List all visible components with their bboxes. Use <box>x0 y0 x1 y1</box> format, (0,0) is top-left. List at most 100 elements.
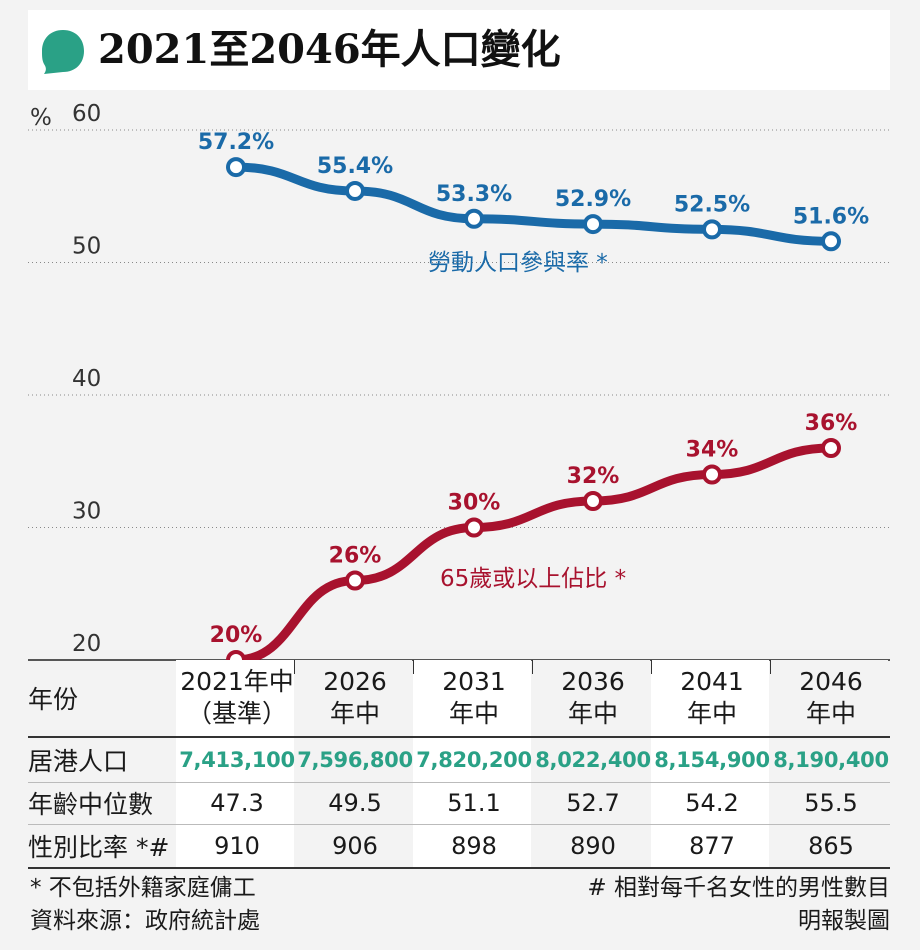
year-line-2: 年中 <box>686 699 737 728</box>
data-label-elderly: 20% <box>210 623 263 648</box>
population-cell: 8,154,900 <box>654 748 770 772</box>
table-row-population: 居港人口 7,413,100 7,596,800 7,820,200 8,022,40… <box>28 738 890 782</box>
year-tick <box>770 660 771 674</box>
median-age-cell: 52.7 <box>566 789 620 817</box>
median-age-cell: 51.1 <box>447 789 501 817</box>
sex-ratio-cell: 890 <box>570 832 616 860</box>
table-column-bg <box>294 660 412 867</box>
year-cell: 2041 年中 <box>653 660 771 736</box>
data-label-elderly: 30% <box>448 491 501 516</box>
year-line-2: 年中 <box>329 699 380 728</box>
year-tick <box>651 660 652 674</box>
title-box: 2021至2046年人口變化 <box>28 10 890 90</box>
data-label-elderly: 26% <box>329 544 382 569</box>
table-column-bg <box>413 660 531 867</box>
sex-ratio-header-label: 性別比率 *# <box>28 833 170 862</box>
year-line-2: 年中 <box>448 699 499 728</box>
year-line-1: 2021年中 <box>180 667 294 696</box>
table-row-years: 年份 2021年中 （基準） 2026 年中 2031 年中 2036 年中 2041 年中 204… <box>28 660 890 736</box>
data-point-labor <box>702 219 722 240</box>
y-tick-label: 20 <box>72 631 101 657</box>
year-cell: 2026 年中 <box>296 660 414 736</box>
sex-ratio-cell: 877 <box>689 832 735 860</box>
data-label-elderly: 32% <box>567 464 620 489</box>
table-column-bg <box>176 660 294 867</box>
year-cell: 2036 年中 <box>534 660 652 736</box>
year-header-label: 年份 <box>28 685 79 714</box>
year-line-1: 2031 <box>442 667 506 696</box>
population-header-label: 居港人口 <box>28 747 129 776</box>
data-point-labor <box>583 214 603 235</box>
table-divider <box>28 782 890 783</box>
population-cell: 8,190,400 <box>773 748 889 772</box>
data-label-elderly: 36% <box>805 411 858 436</box>
data-label-labor: 52.5% <box>674 192 750 217</box>
year-line-1: 2046 <box>799 667 863 696</box>
table-divider <box>28 824 890 825</box>
median-age-cell: 55.5 <box>804 789 858 817</box>
data-label-labor: 51.6% <box>793 204 869 229</box>
data-label-labor: 53.3% <box>436 182 512 207</box>
year-line-1: 2041 <box>680 667 744 696</box>
median-age-cell: 47.3 <box>210 789 264 817</box>
year-tick <box>532 660 533 674</box>
credit-note: 明報製圖 <box>798 908 890 934</box>
year-line-2: 年中 <box>805 699 856 728</box>
data-label-labor: 57.2% <box>198 130 274 155</box>
y-tick-label: 30 <box>72 499 101 525</box>
data-point-elderly <box>464 517 484 538</box>
data-label-labor: 52.9% <box>555 187 631 212</box>
y-tick-label: 60 <box>72 101 101 127</box>
speech-bubble-icon <box>42 30 84 74</box>
y-unit-label: % <box>30 105 52 131</box>
data-point-labor <box>821 231 841 252</box>
y-tick-label: 40 <box>72 366 101 392</box>
footnote-hash: # 相對每千名女性的男性數目 <box>587 875 890 901</box>
year-cell: 2046 年中 <box>772 660 890 736</box>
median-age-header-label: 年齡中位數 <box>28 790 154 819</box>
table-divider <box>28 867 890 869</box>
year-line-1: 2026 <box>323 667 387 696</box>
year-tick <box>413 660 414 674</box>
population-cell: 8,022,400 <box>535 748 651 772</box>
year-cell: 2031 年中 <box>415 660 533 736</box>
series-line-elderly <box>231 443 836 665</box>
series-label-labor: 勞動人口參與率 * <box>428 250 608 276</box>
table-divider <box>28 736 890 738</box>
data-point-labor <box>226 157 246 178</box>
table-row-sex-ratio: 性別比率 *# 910 906 898 890 877 865 <box>28 826 890 866</box>
y-tick-label: 50 <box>72 234 101 260</box>
median-age-cell: 54.2 <box>685 789 739 817</box>
table-column-bg <box>532 660 650 867</box>
data-label-labor: 55.4% <box>317 154 393 179</box>
population-cell: 7,820,200 <box>416 748 532 772</box>
footnote-star: * 不包括外籍家庭傭工 <box>30 875 256 901</box>
data-label-elderly: 34% <box>686 438 739 463</box>
median-age-cell: 49.5 <box>328 789 382 817</box>
table-row-median-age: 年齡中位數 47.3 49.5 51.1 52.7 54.2 55.5 <box>28 783 890 823</box>
series-label-elderly: 65歲或以上佔比 * <box>440 566 626 592</box>
population-cell: 7,596,800 <box>297 748 413 772</box>
data-point-elderly <box>345 570 365 591</box>
data-point-elderly <box>702 464 722 485</box>
data-point-labor <box>464 208 484 229</box>
year-line-1: 2036 <box>561 667 625 696</box>
year-tick <box>294 660 295 674</box>
sex-ratio-cell: 898 <box>451 832 497 860</box>
year-line-2: （基準） <box>186 699 287 728</box>
series-line-labor <box>231 162 836 246</box>
sex-ratio-cell: 906 <box>332 832 378 860</box>
page-title: 2021至2046年人口變化 <box>98 26 561 73</box>
table-column-bg <box>770 660 888 867</box>
population-cell: 7,413,100 <box>179 748 295 772</box>
sex-ratio-cell: 865 <box>808 832 854 860</box>
year-line-2: 年中 <box>567 699 618 728</box>
data-point-elderly <box>821 438 841 458</box>
table-column-bg <box>651 660 769 867</box>
data-point-elderly <box>583 491 603 511</box>
data-point-labor <box>345 180 365 201</box>
source-note: 資料來源：政府統計處 <box>30 908 260 934</box>
sex-ratio-cell: 910 <box>214 832 260 860</box>
year-cell: 2021年中 （基準） <box>178 660 296 736</box>
